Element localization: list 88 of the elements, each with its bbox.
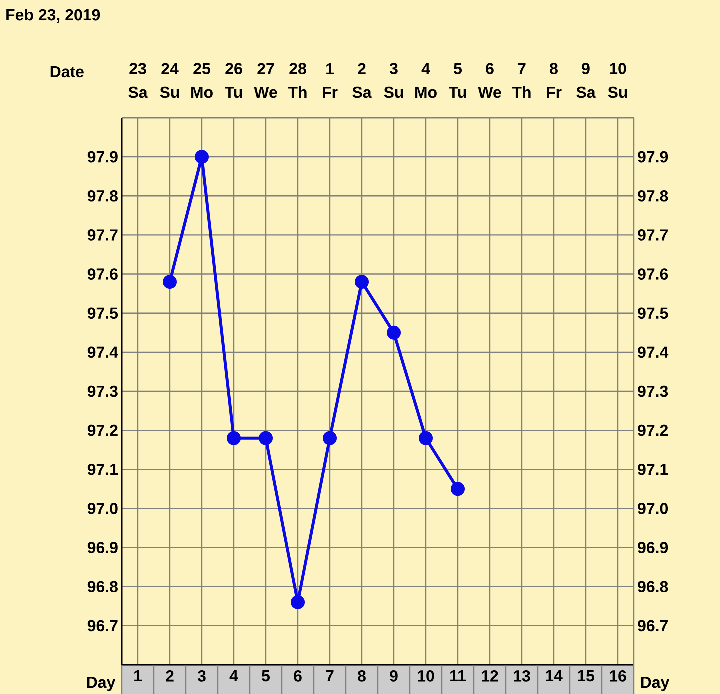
point [355,275,370,290]
point [227,431,242,446]
x2-tick-label: 2 [358,63,366,74]
y2-tick-label: 97.4 [638,346,669,358]
text: Su [608,86,628,98]
y-tick-label: 97.0 [88,503,118,514]
point [451,482,466,496]
point [419,431,434,446]
x2-tick-label: 6 [486,63,494,74]
text: Tu [225,86,242,98]
y2-tick-label: 97.9 [638,151,668,163]
x2-tick-label: 27 [258,63,274,74]
x2-axis-title: Date [50,66,84,78]
x2-tick-label: 28 [290,63,306,74]
y-tick-label: 97.6 [88,268,118,280]
y2-tick-label: 97.1 [638,464,668,476]
x2-tick-label: 5 [454,63,462,74]
x-tick-label: 6 [294,670,302,682]
x2-tick-label: 4 [422,63,430,74]
chart-title: Feb 23, 2019 [6,8,100,24]
x2-tick-label: 3 [390,63,398,74]
y-tick-label: 96.9 [88,542,118,554]
y-tick-label: 97.8 [88,190,118,202]
y2-tick-label: 97.3 [638,386,668,398]
text: Mo [192,86,213,98]
x2-tick-label: 9 [582,63,590,74]
x-tick-label: 8 [358,670,366,682]
y2-tick-label: 97.8 [638,190,668,202]
text: Th [288,86,307,98]
text: Day [641,676,670,692]
point [163,275,177,290]
x-tick-label: 11 [450,670,466,682]
y-tick-label: 97.5 [88,308,118,320]
text: We [254,86,278,98]
text: Sa [128,86,148,98]
x-tick-label: 14 [546,670,563,682]
x-tick-label: 16 [610,670,626,682]
x-tick-label: 10 [418,670,434,682]
x-tick-label: 4 [230,670,238,682]
text: We [478,86,502,98]
text: Th [512,86,531,98]
text: Sa [576,86,596,98]
y-tick-label: 96.7 [88,620,118,632]
point [323,431,338,446]
x-tick-label: 1 [134,670,142,682]
point [195,150,209,164]
y2-tick-label: 97.7 [638,230,668,241]
text: Mo [416,86,437,98]
point [259,431,274,446]
y2-tick-label: 96.7 [638,620,668,632]
y-tick-label: 97.2 [88,424,118,436]
x-tick-label: 9 [390,670,398,682]
y-tick-label: 96.8 [88,581,118,593]
x2-tick-label: 24 [162,63,179,74]
text: Fr [323,86,338,98]
x2-tick-label: 25 [194,63,210,74]
x2-tick-label: 10 [610,63,626,74]
point [291,595,306,610]
x-tick-label: 13 [514,670,530,682]
text: Sa [352,86,372,98]
x2-tick-label: 26 [226,63,242,74]
x2-tick-label: 23 [130,63,146,74]
y-tick-label: 97.3 [88,386,118,398]
x-tick-label: 12 [482,670,498,682]
point [387,326,402,340]
x-tick-label: 5 [262,670,270,682]
x-axis-title: Day [87,676,116,692]
y2-tick-label: 97.2 [638,424,668,436]
text: Tu [449,86,466,98]
x-tick-label: 7 [326,670,334,682]
y2-tick-label: 97.0 [638,503,668,514]
x-tick-label: 15 [578,670,594,682]
y-tick-label: 97.1 [88,464,118,476]
text: Fr [547,86,562,98]
y2-tick-label: 96.9 [638,542,668,554]
y-tick-label: 97.4 [88,346,118,358]
x-tick-label: 2 [166,670,174,682]
text: Su [384,86,404,98]
y2-tick-label: 97.6 [638,268,668,280]
x2-tick-label: 1 [326,63,334,74]
x-tick-label: 3 [198,670,206,682]
x2-tick-label: 7 [518,63,526,74]
y-tick-label: 97.9 [88,151,118,163]
y2-tick-label: 97.5 [638,308,668,320]
text: Su [160,86,180,98]
y2-tick-label: 96.8 [638,581,668,593]
y-tick-label: 97.7 [88,230,118,241]
x2-tick-label: 8 [550,63,558,74]
